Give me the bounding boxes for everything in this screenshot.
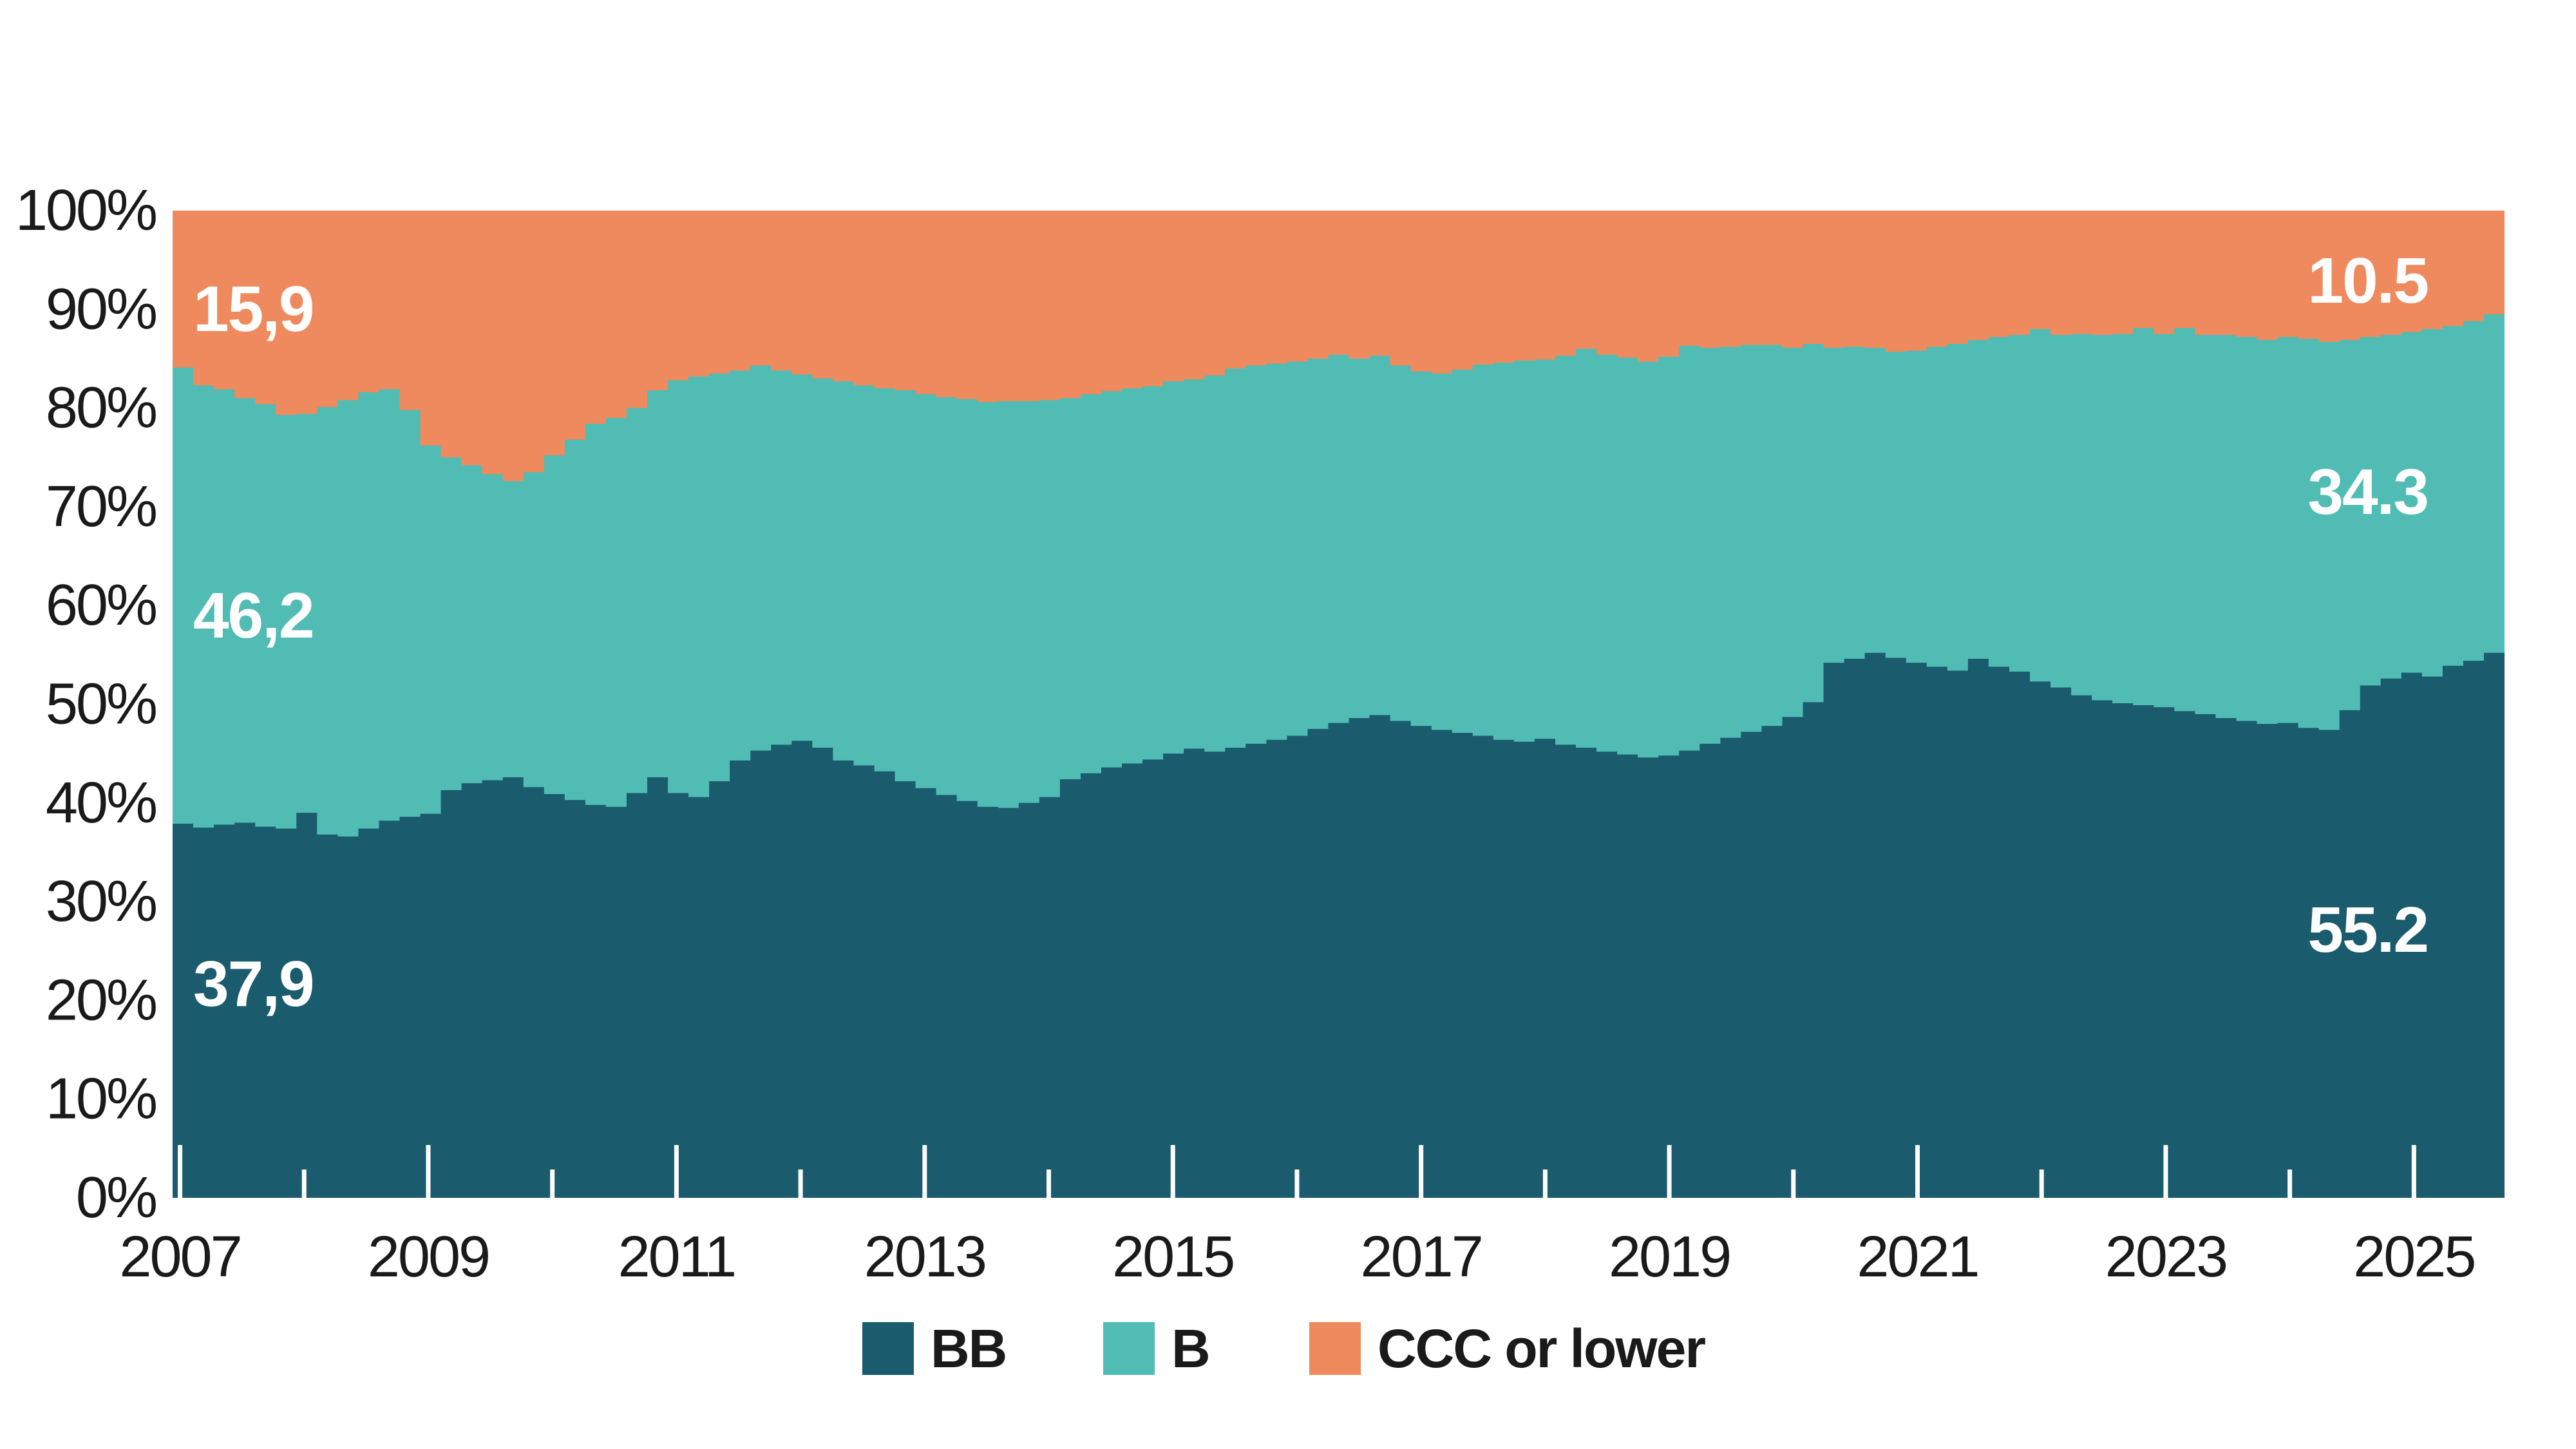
x-axis-label: 2015 <box>1112 1225 1233 1289</box>
value-annotation: 55.2 <box>2307 894 2428 966</box>
x-axis-label: 2025 <box>2353 1225 2474 1289</box>
minor-year-tick <box>1046 1170 1052 1198</box>
minor-year-tick <box>1294 1170 1300 1198</box>
value-annotation: 37,9 <box>193 948 314 1020</box>
legend-swatch-ccc-or-lower <box>1309 1322 1361 1375</box>
major-year-tick <box>2163 1145 2168 1198</box>
y-axis-label: 90% <box>46 277 156 341</box>
x-axis-label: 2023 <box>2105 1225 2226 1289</box>
minor-year-tick <box>798 1170 803 1198</box>
minor-year-tick <box>2039 1170 2044 1198</box>
x-axis-labels: 2007 2009 2011 2013 2015 2017 2019 2021 2023 2025 <box>119 1225 2476 1289</box>
y-axis-label: 0% <box>76 1166 156 1230</box>
major-year-tick <box>2411 1145 2416 1198</box>
minor-year-tick <box>1791 1170 1796 1198</box>
series-area-bb <box>173 652 2505 1198</box>
legend-swatch-bb <box>862 1322 914 1375</box>
legend-label: B <box>1171 1318 1209 1379</box>
y-axis-label: 80% <box>46 376 156 440</box>
major-year-tick <box>1667 1145 1672 1198</box>
y-axis-label: 70% <box>46 475 156 539</box>
value-annotations: 15,9 46,2 37,9 10.5 34.3 55.2 <box>193 245 2429 1020</box>
major-year-tick <box>1915 1145 1920 1198</box>
value-annotation: 10.5 <box>2307 245 2428 317</box>
x-axis-label: 2013 <box>864 1225 985 1289</box>
y-axis-label: 100% <box>15 178 156 243</box>
value-annotation: 34.3 <box>2307 456 2428 528</box>
x-axis-label: 2017 <box>1361 1225 1482 1289</box>
value-annotation: 15,9 <box>193 273 314 345</box>
area-layers <box>173 211 2505 1198</box>
major-year-tick <box>1170 1145 1175 1198</box>
y-axis-label: 20% <box>46 968 156 1032</box>
y-axis-label: 50% <box>46 672 156 737</box>
value-annotation: 46,2 <box>193 580 314 652</box>
major-year-tick <box>1419 1145 1424 1198</box>
major-year-tick <box>922 1145 927 1198</box>
x-axis-label: 2021 <box>1857 1225 1978 1289</box>
x-axis-ticks <box>178 1145 2416 1198</box>
y-axis-label: 40% <box>46 771 156 835</box>
y-axis-label: 30% <box>46 869 156 934</box>
legend-label: BB <box>931 1318 1006 1379</box>
major-year-tick <box>426 1145 431 1198</box>
x-axis-label: 2011 <box>618 1225 735 1289</box>
x-axis-label: 2019 <box>1609 1225 1730 1289</box>
legend: BB B CCC or lower <box>862 1318 1707 1379</box>
x-axis-label: 2007 <box>119 1225 240 1289</box>
y-axis-label: 10% <box>46 1067 156 1132</box>
minor-year-tick <box>1542 1170 1548 1198</box>
y-axis-label: 60% <box>46 573 156 638</box>
minor-year-tick <box>2287 1170 2293 1198</box>
y-axis-labels: 0% 10% 20% 30% 40% 50% 60% 70% 80% 90% 100% <box>15 178 158 1230</box>
legend-label: CCC or lower <box>1378 1318 1705 1379</box>
minor-year-tick <box>550 1170 555 1198</box>
legend-swatch-b <box>1103 1322 1155 1375</box>
minor-year-tick <box>301 1170 307 1198</box>
major-year-tick <box>674 1145 679 1198</box>
x-axis-label: 2009 <box>368 1225 489 1289</box>
major-year-tick <box>178 1145 183 1198</box>
